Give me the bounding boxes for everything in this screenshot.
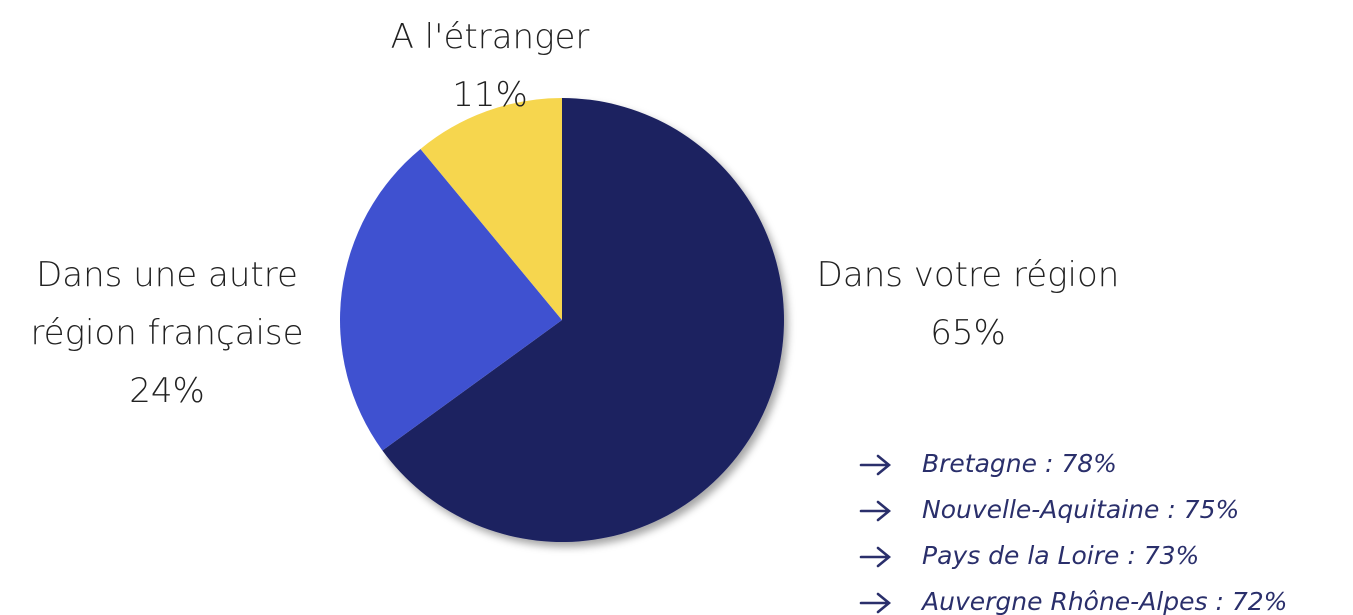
arrow-icon: [859, 546, 892, 568]
category-label: A l'étranger: [390, 17, 590, 57]
annotation: Auvergne Rhône-Alpes : 72%: [922, 587, 1288, 615]
value-label: 65%: [930, 313, 1006, 353]
slice-label: Dans une autre région française 24%: [0, 246, 334, 420]
slice-label: A l'étranger 11%: [330, 8, 650, 124]
arrow-icon: [859, 500, 892, 522]
annotation: Bretagne : 78%: [922, 449, 1117, 478]
pie-slice: [382, 98, 784, 542]
category-label: Dans une autre région française: [30, 255, 304, 353]
value-label: 11%: [452, 75, 528, 115]
arrow-icon: [859, 454, 892, 476]
pie-slice: [420, 98, 562, 320]
annotation: Pays de la Loire : 73%: [922, 541, 1200, 570]
pie-slice: [340, 148, 562, 451]
category-label: Dans votre région: [816, 255, 1120, 295]
slice-label: Dans votre région 65%: [768, 246, 1168, 362]
value-label: 24%: [129, 371, 205, 411]
arrow-icon: [859, 592, 892, 614]
annotation: Nouvelle-Aquitaine : 75%: [922, 495, 1240, 524]
